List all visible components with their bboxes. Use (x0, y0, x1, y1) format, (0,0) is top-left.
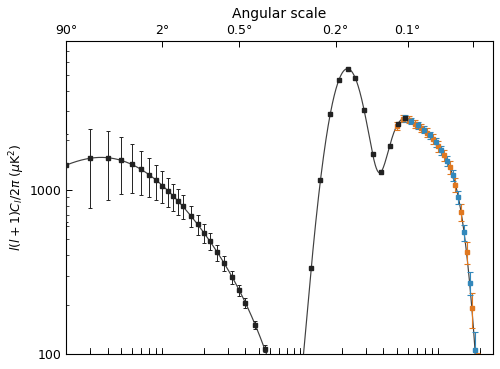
X-axis label: Angular scale: Angular scale (232, 7, 326, 21)
Y-axis label: $l(l+1)C_l/2\pi$ ($\mu$K$^2$): $l(l+1)C_l/2\pi$ ($\mu$K$^2$) (7, 144, 26, 252)
